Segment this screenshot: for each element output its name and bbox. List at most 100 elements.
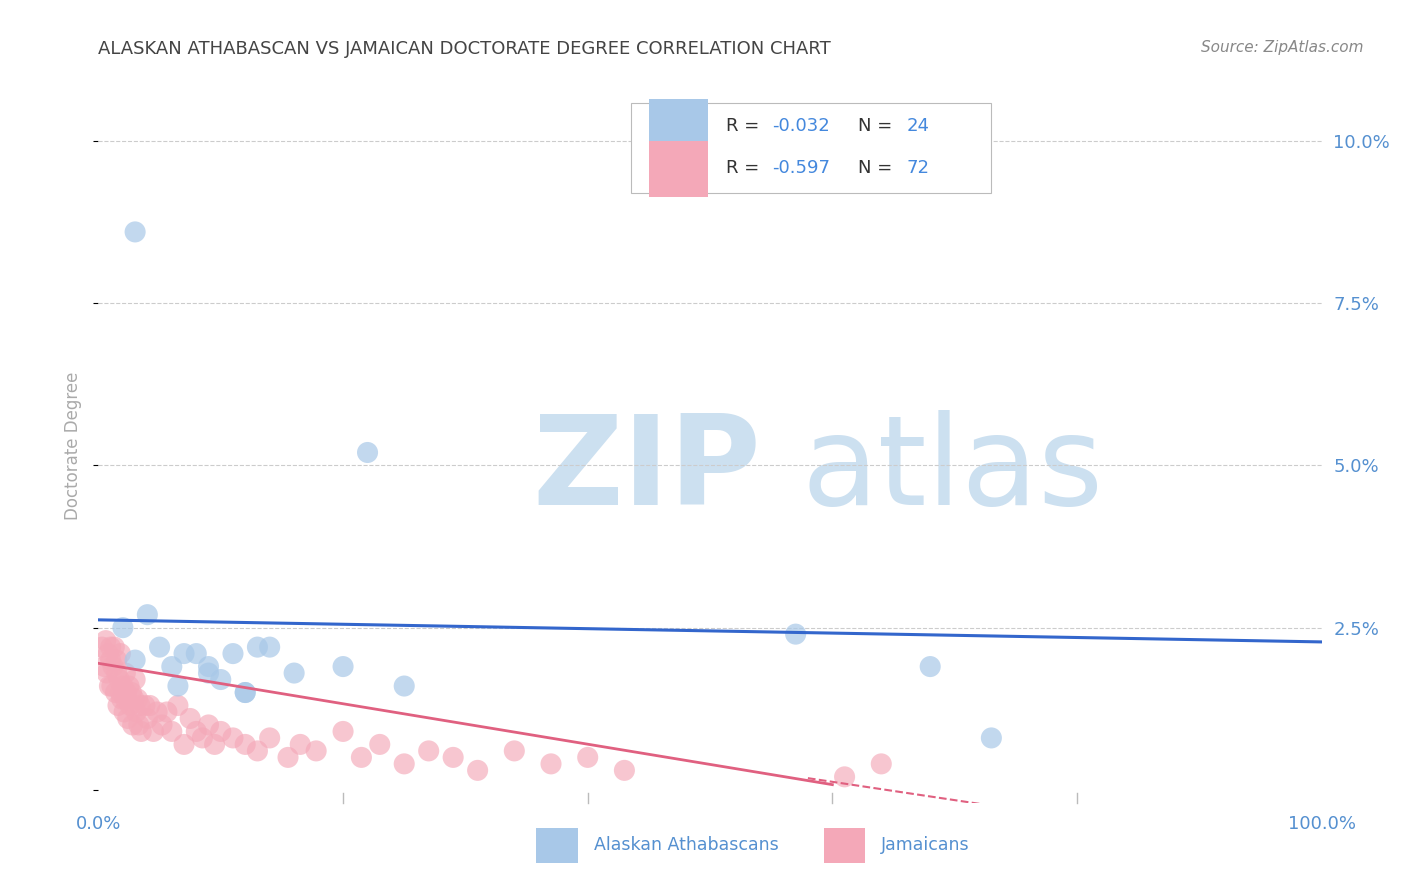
Text: ZIP: ZIP (533, 410, 762, 532)
Point (870, 756, 893, 771)
Point (91, 640, 114, 654)
Point (94, 633, 117, 648)
Point (222, 731, 245, 745)
Point (160, 724, 183, 739)
Point (209, 673, 232, 687)
Point (356, 445, 378, 459)
Point (124, 225, 146, 239)
Point (576, 750, 599, 764)
Text: Jamaicans: Jamaicans (882, 837, 970, 855)
Text: 72: 72 (907, 159, 929, 177)
Point (98, 679, 121, 693)
Point (277, 750, 299, 764)
Text: N =: N = (858, 117, 898, 135)
Point (167, 698, 190, 713)
Text: -0.597: -0.597 (772, 159, 831, 177)
Point (108, 673, 131, 687)
Text: R =: R = (725, 159, 765, 177)
Point (259, 731, 281, 745)
Point (107, 698, 129, 713)
Point (156, 705, 179, 719)
Point (613, 764, 636, 778)
Point (149, 640, 172, 654)
Point (125, 705, 148, 719)
Point (134, 698, 156, 713)
Point (392, 679, 416, 693)
Point (350, 750, 373, 764)
Point (128, 718, 150, 732)
Point (283, 666, 305, 681)
Point (142, 724, 165, 739)
Point (186, 647, 208, 661)
Point (96, 666, 118, 681)
Point (111, 692, 134, 706)
Point (139, 698, 162, 713)
Point (392, 756, 416, 771)
Point (121, 718, 143, 732)
Point (111, 679, 134, 693)
Point (197, 666, 219, 681)
Text: -0.032: -0.032 (772, 117, 830, 135)
Point (124, 653, 146, 667)
Point (124, 673, 146, 687)
Point (173, 647, 195, 661)
Point (136, 711, 159, 725)
Point (105, 653, 128, 667)
Point (233, 685, 256, 699)
Point (332, 659, 354, 673)
Point (127, 692, 149, 706)
Point (503, 744, 526, 758)
Point (191, 731, 214, 745)
Point (101, 679, 124, 693)
Point (122, 692, 145, 706)
Point (246, 744, 269, 758)
Point (97, 647, 120, 661)
Point (129, 724, 152, 739)
Point (233, 738, 256, 752)
Text: Source: ZipAtlas.com: Source: ZipAtlas.com (1201, 40, 1364, 55)
Point (173, 738, 195, 752)
FancyBboxPatch shape (824, 828, 865, 863)
Point (114, 666, 136, 681)
Point (110, 647, 132, 661)
Point (100, 653, 122, 667)
Text: N =: N = (858, 159, 898, 177)
Text: Alaskan Athabascans: Alaskan Athabascans (593, 837, 779, 855)
Point (101, 659, 124, 673)
FancyBboxPatch shape (650, 141, 707, 196)
Point (834, 770, 856, 784)
Point (259, 640, 281, 654)
Text: R =: R = (725, 117, 765, 135)
Point (120, 698, 142, 713)
Point (197, 718, 219, 732)
Point (111, 621, 134, 635)
Point (167, 679, 190, 693)
Point (204, 738, 226, 752)
Point (103, 640, 125, 654)
Point (115, 685, 138, 699)
FancyBboxPatch shape (536, 828, 578, 863)
Point (112, 705, 135, 719)
Point (233, 685, 256, 699)
Point (418, 744, 440, 758)
Point (209, 724, 232, 739)
Point (129, 698, 152, 713)
Point (110, 685, 132, 699)
Text: ALASKAN ATHABASCAN VS JAMAICAN DOCTORATE DEGREE CORRELATION CHART: ALASKAN ATHABASCAN VS JAMAICAN DOCTORATE… (98, 40, 831, 58)
Point (186, 724, 208, 739)
Point (368, 738, 391, 752)
FancyBboxPatch shape (630, 103, 991, 193)
Y-axis label: Doctorate Degree: Doctorate Degree (65, 372, 83, 520)
Point (540, 756, 562, 771)
Text: atlas: atlas (801, 410, 1104, 532)
Point (114, 692, 136, 706)
Text: 24: 24 (907, 117, 929, 135)
Point (980, 731, 1002, 745)
Point (467, 764, 489, 778)
Point (105, 666, 128, 681)
FancyBboxPatch shape (650, 99, 707, 154)
Point (305, 744, 328, 758)
Point (222, 647, 245, 661)
Point (150, 718, 173, 732)
Point (920, 659, 942, 673)
